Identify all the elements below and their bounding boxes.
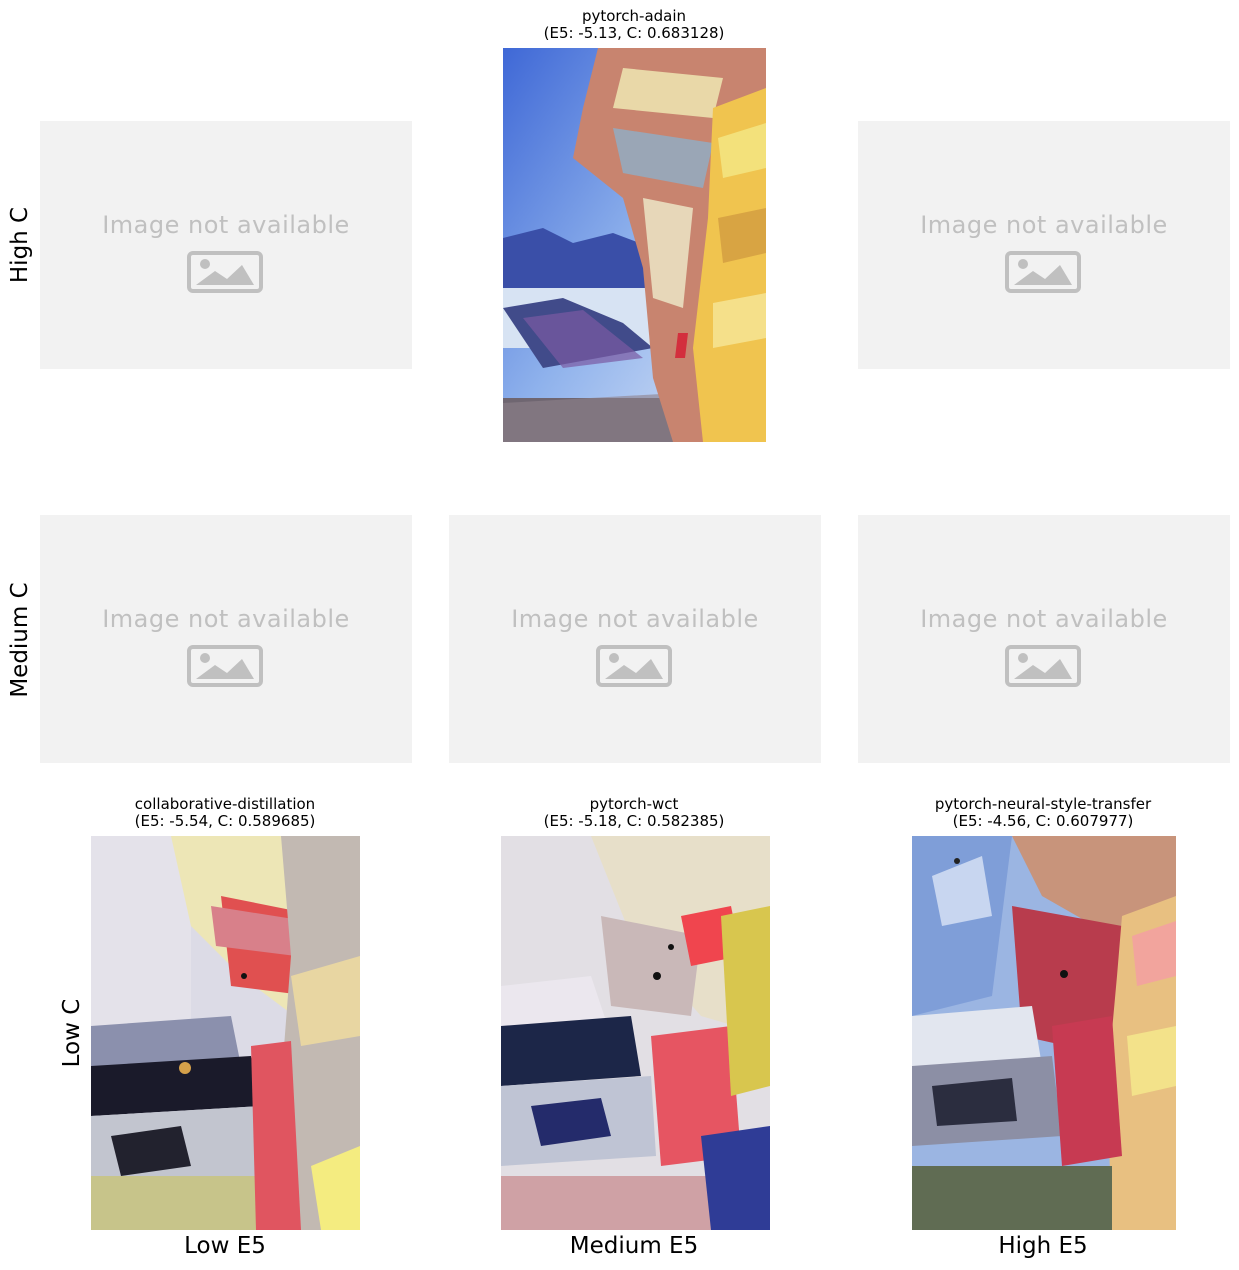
placeholder-text: Image not available	[920, 211, 1168, 239]
stylized-image-pytorch-adain	[503, 48, 766, 442]
stylized-image-pytorch-neural-style-transfer	[912, 836, 1176, 1230]
cell-title-pytorch-wct: pytorch-wct (E5: -5.18, C: 0.582385)	[544, 796, 725, 830]
placeholder-image-medium-medium: Image not available	[449, 515, 821, 763]
row-label-low-c: Low C	[59, 998, 85, 1068]
stylized-image-collaborative-distillation	[91, 836, 360, 1230]
placeholder-image-high-low: Image not available	[40, 121, 412, 369]
placeholder-text: Image not available	[102, 211, 350, 239]
method-scores: (E5: -4.56, C: 0.607977)	[952, 812, 1134, 830]
method-scores: (E5: -5.54, C: 0.589685)	[134, 812, 316, 830]
row-label-high-c: High C	[7, 206, 33, 284]
col-label-low-e5: Low E5	[184, 1233, 266, 1259]
image-icon	[596, 645, 672, 687]
method-scores: (E5: -5.13, C: 0.683128)	[543, 24, 725, 42]
placeholder-image-medium-high: Image not available	[858, 515, 1230, 763]
stylized-image-pytorch-wct	[501, 836, 770, 1230]
placeholder-text: Image not available	[511, 605, 759, 633]
placeholder-image-high-high: Image not available	[858, 121, 1230, 369]
method-name: pytorch-adain	[581, 7, 687, 25]
image-icon	[187, 645, 263, 687]
method-name: pytorch-wct	[589, 795, 679, 813]
image-icon	[1005, 251, 1081, 293]
image-icon	[1005, 645, 1081, 687]
image-icon	[187, 251, 263, 293]
cell-title-pytorch-neural-style-transfer: pytorch-neural-style-transfer (E5: -4.56…	[935, 796, 1151, 830]
method-name: collaborative-distillation	[134, 795, 316, 813]
placeholder-text: Image not available	[920, 605, 1168, 633]
placeholder-image-medium-low: Image not available	[40, 515, 412, 763]
cell-title-pytorch-adain: pytorch-adain (E5: -5.13, C: 0.683128)	[544, 8, 725, 42]
col-label-high-e5: High E5	[998, 1233, 1088, 1259]
row-label-medium-c: Medium C	[7, 582, 33, 698]
cell-title-collaborative-distillation: collaborative-distillation (E5: -5.54, C…	[135, 796, 316, 830]
method-scores: (E5: -5.18, C: 0.582385)	[543, 812, 725, 830]
method-name: pytorch-neural-style-transfer	[934, 795, 1152, 813]
placeholder-text: Image not available	[102, 605, 350, 633]
col-label-medium-e5: Medium E5	[569, 1233, 699, 1259]
